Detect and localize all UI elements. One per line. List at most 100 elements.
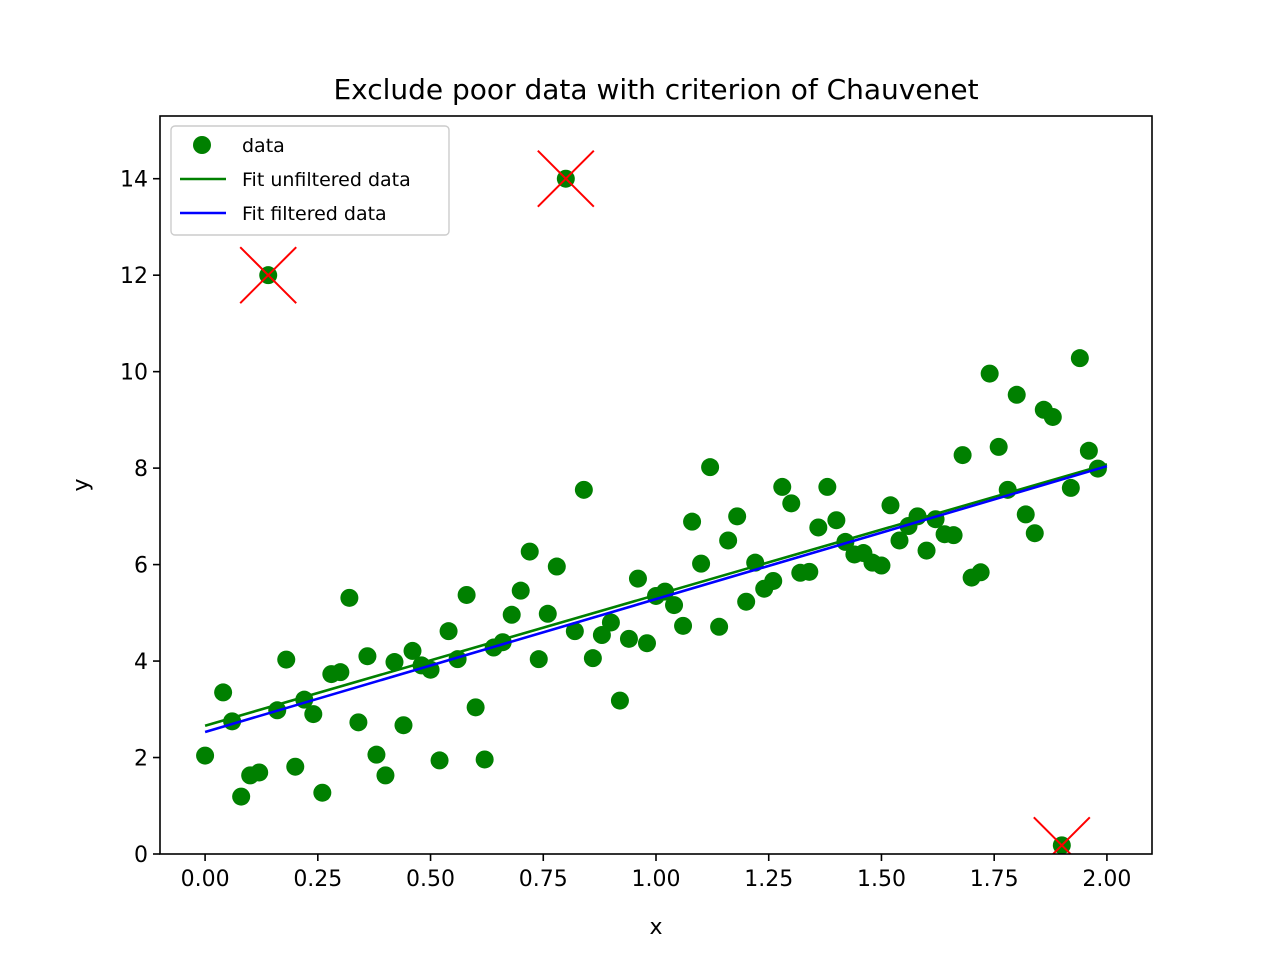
excluded-point-marker — [239, 246, 297, 304]
data-point — [881, 496, 900, 515]
data-point — [511, 581, 530, 600]
x-tick-label: 0.00 — [181, 867, 230, 892]
data-point — [376, 766, 395, 785]
data-point — [214, 683, 233, 702]
data-point — [196, 746, 215, 765]
data-point — [872, 556, 891, 575]
data-point — [674, 616, 693, 635]
data-point — [367, 745, 386, 764]
data-point — [665, 596, 684, 615]
data-point — [809, 518, 828, 537]
data-point — [1007, 385, 1026, 404]
data-point — [917, 541, 936, 560]
data-point — [628, 569, 647, 588]
data-point — [701, 458, 720, 477]
y-axis-label: y — [69, 478, 94, 491]
x-axis-ticks: 0.00 0.25 0.50 0.75 1.00 1.25 1.50 1.75 2.00 — [181, 854, 1131, 892]
data-point — [331, 663, 350, 682]
data-point — [683, 512, 702, 531]
data-point — [980, 364, 999, 383]
legend-marker-data — [193, 136, 211, 154]
y-tick-label: 0 — [134, 843, 148, 868]
data-point — [728, 507, 747, 526]
data-point — [971, 563, 990, 582]
legend-label-data: data — [242, 135, 285, 157]
data-point — [583, 649, 602, 668]
data-point — [692, 554, 711, 573]
data-point — [574, 480, 593, 499]
y-tick-label: 10 — [120, 361, 148, 386]
data-point — [565, 622, 584, 641]
data-point — [1061, 478, 1080, 497]
data-point — [637, 634, 656, 653]
data-point — [610, 691, 629, 710]
data-point — [529, 650, 548, 669]
data-point — [394, 716, 413, 735]
data-point — [827, 511, 846, 530]
data-point — [520, 542, 539, 561]
plot-content — [196, 149, 1108, 854]
data-point — [619, 629, 638, 648]
data-point — [592, 626, 611, 645]
x-tick-label: 2.00 — [1082, 867, 1131, 892]
data-point — [1016, 505, 1035, 524]
x-axis-label: x — [649, 915, 662, 940]
y-tick-label: 12 — [120, 264, 148, 289]
data-point — [710, 617, 729, 636]
data-point — [502, 605, 521, 624]
data-point — [1079, 441, 1098, 460]
legend-label-filtered: Fit filtered data — [242, 203, 387, 225]
data-point — [250, 763, 269, 782]
plot-area — [196, 149, 1108, 854]
x-tick-label: 1.00 — [632, 867, 681, 892]
y-axis-ticks: 0 2 4 6 8 10 12 14 — [120, 168, 160, 868]
excluded-point-marker — [1033, 816, 1091, 854]
data-point — [439, 622, 458, 641]
y-tick-label: 6 — [134, 554, 148, 579]
data-point — [457, 585, 476, 604]
data-point — [547, 557, 566, 576]
excluded-point-marker — [537, 149, 595, 208]
data-point — [232, 787, 251, 806]
x-tick-label: 1.75 — [970, 867, 1019, 892]
legend-label-unfiltered: Fit unfiltered data — [242, 169, 411, 191]
data-point — [313, 783, 332, 802]
data-point — [800, 562, 819, 581]
fit-filtered-line — [204, 464, 1108, 734]
data-point — [737, 592, 756, 611]
y-tick-label: 14 — [120, 168, 148, 193]
data-point — [719, 531, 738, 550]
data-point — [1043, 407, 1062, 426]
data-point — [890, 531, 909, 550]
data-point — [782, 494, 801, 513]
data-point — [989, 437, 1008, 456]
data-point — [358, 647, 377, 666]
data-point — [764, 571, 783, 590]
data-point — [1025, 524, 1044, 543]
x-tick-label: 1.25 — [744, 867, 793, 892]
fit-unfiltered-line — [204, 463, 1108, 727]
data-point — [818, 477, 837, 496]
data-point — [403, 641, 422, 660]
data-point — [277, 650, 296, 669]
data-point — [385, 653, 404, 672]
x-tick-label: 0.25 — [293, 867, 342, 892]
data-point — [304, 705, 323, 724]
data-point — [1070, 349, 1089, 368]
legend: data Fit unfiltered data Fit filtered da… — [170, 125, 450, 236]
y-tick-label: 8 — [134, 457, 148, 482]
data-point — [430, 751, 449, 770]
data-point — [538, 604, 557, 623]
chart-title: Exclude poor data with criterion of Chau… — [333, 73, 978, 106]
data-point — [286, 757, 305, 776]
data-point — [475, 750, 494, 769]
data-point — [601, 613, 620, 632]
x-tick-label: 0.75 — [519, 867, 568, 892]
data-point — [349, 713, 368, 732]
legend-box — [170, 125, 450, 236]
y-tick-label: 2 — [134, 747, 148, 772]
data-point — [953, 446, 972, 465]
x-tick-label: 1.50 — [857, 867, 906, 892]
y-tick-label: 4 — [134, 650, 148, 675]
